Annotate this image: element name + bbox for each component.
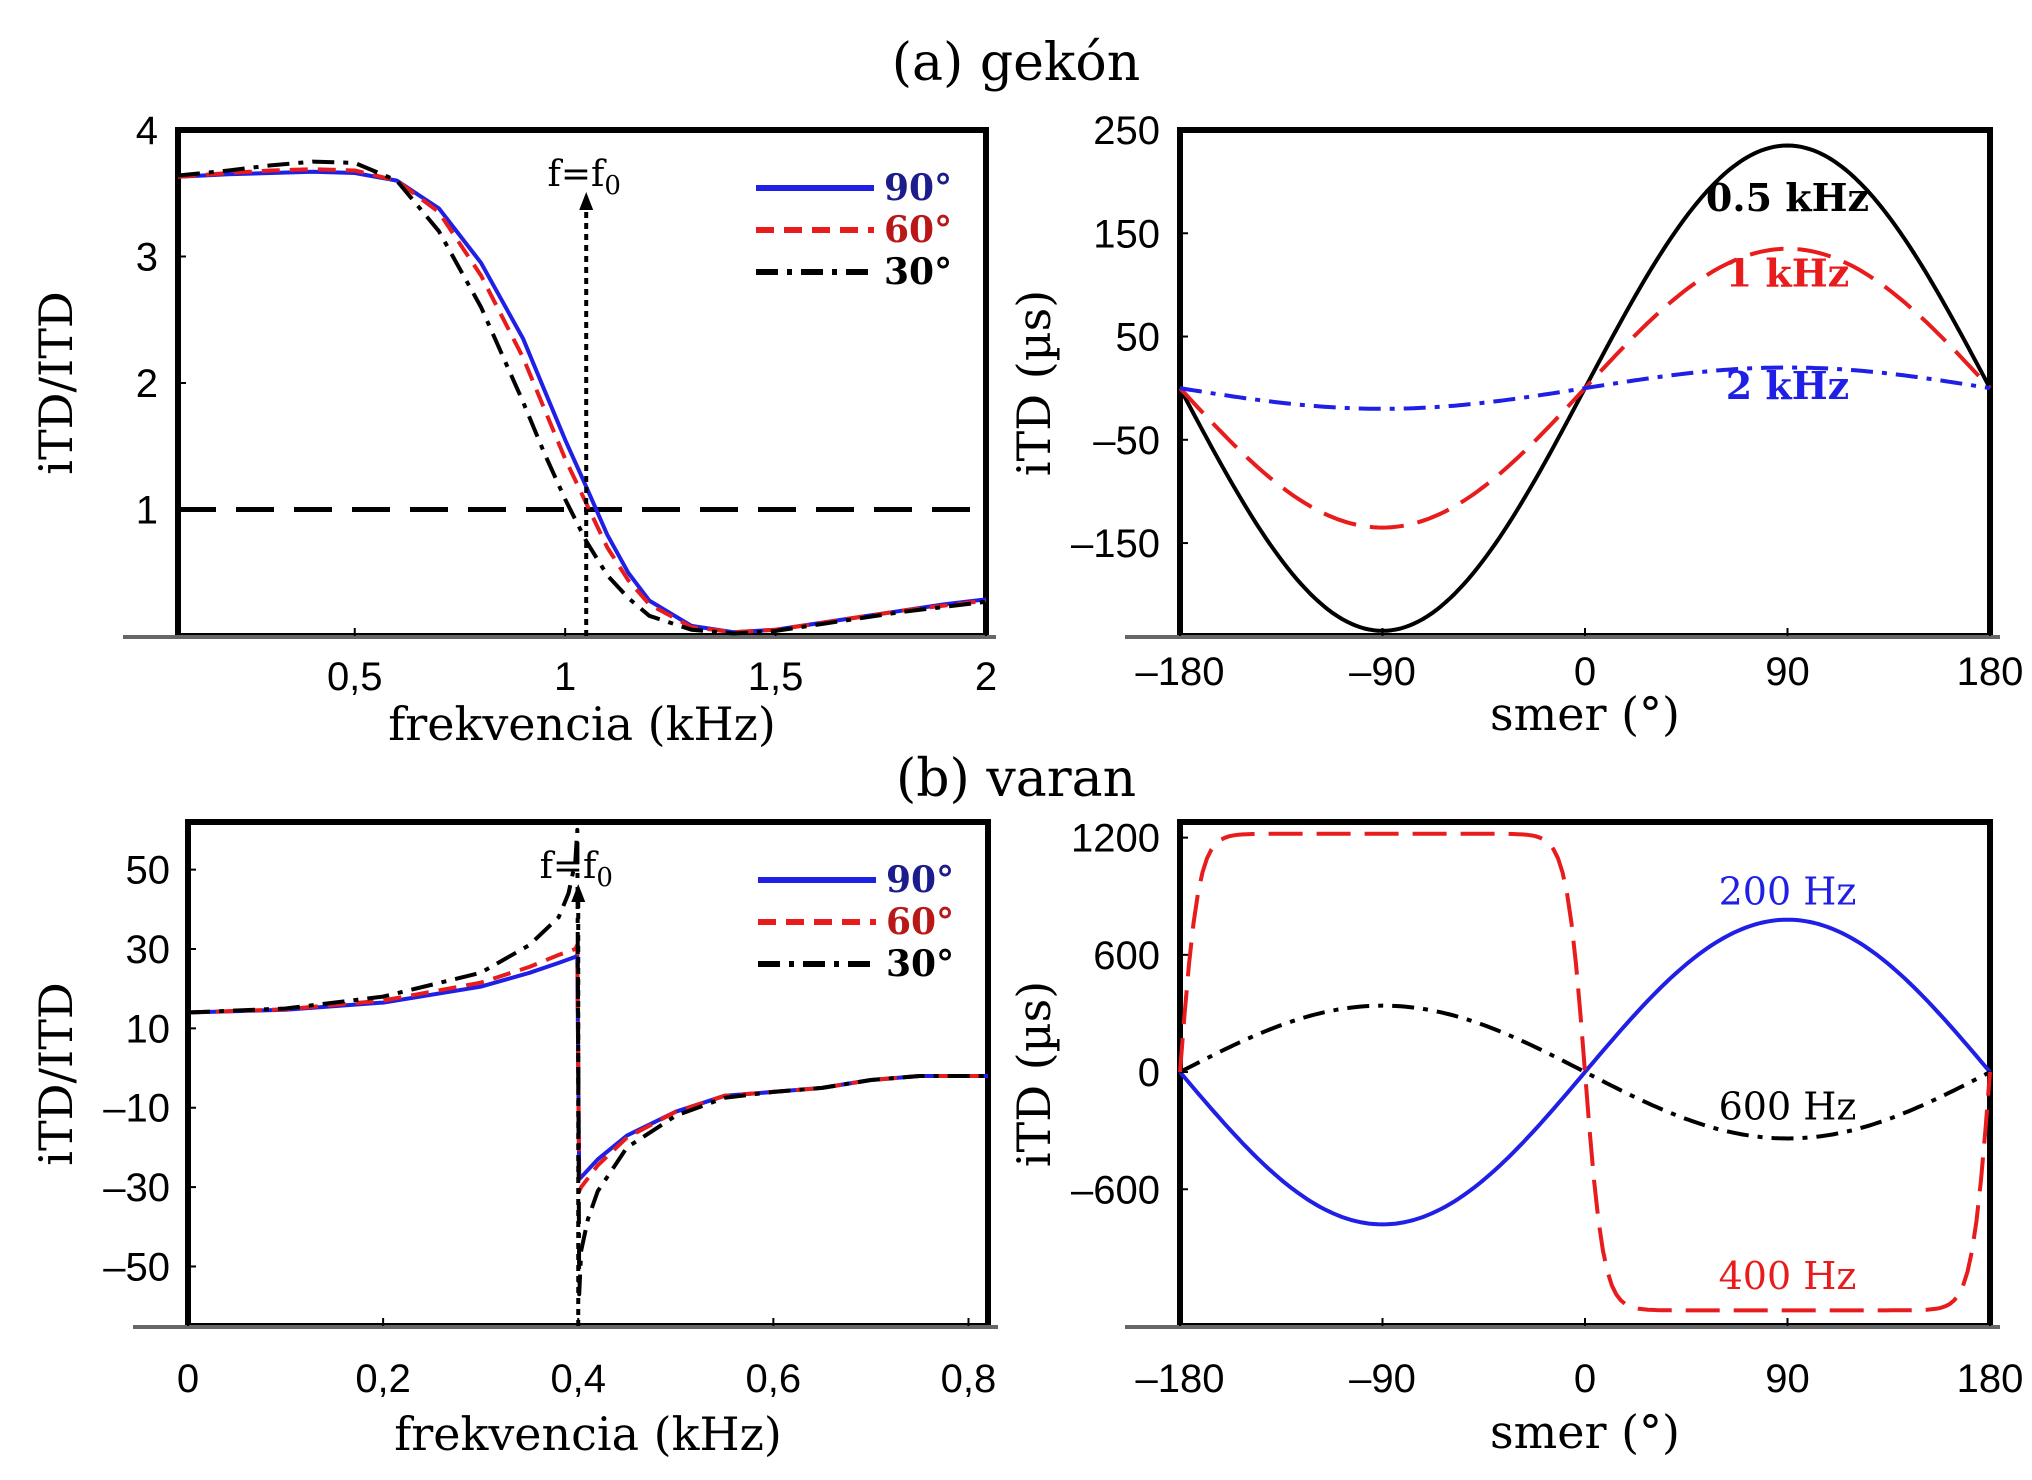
y-tick-label: 1 bbox=[136, 489, 158, 533]
x-tick-label: 0,4 bbox=[550, 1357, 606, 1401]
series-line-400Hz bbox=[1178, 831, 1992, 1313]
legend-label: 90° bbox=[886, 859, 954, 901]
chart-panel-a-right: –180 –90 0 90 180 250 150 50 –50 –150 smer (°) iTD … bbox=[1007, 109, 2023, 741]
y-tick-label: 2 bbox=[136, 362, 158, 406]
section-title-b: (b) varan bbox=[896, 749, 1136, 809]
y-axis-label: iTD (µs) bbox=[1007, 290, 1061, 476]
x-axis-label: smer (°) bbox=[1490, 687, 1680, 741]
x-tick-label: 0 bbox=[177, 1357, 199, 1401]
x-tick-label: 0,6 bbox=[746, 1357, 802, 1401]
legend-label: 60° bbox=[886, 901, 954, 943]
series-label: 200 Hz bbox=[1719, 869, 1857, 913]
marker-label-main: f=f bbox=[548, 154, 607, 195]
series-label: 2 kHz bbox=[1726, 363, 1849, 408]
x-tick-label: 180 bbox=[1957, 650, 2024, 694]
series-line-30 bbox=[177, 159, 987, 636]
y-tick-label: 50 bbox=[126, 849, 171, 893]
x-tick-label: 0 bbox=[1574, 650, 1596, 694]
series-label: 400 Hz bbox=[1719, 1254, 1857, 1298]
x-axis-label: frekvencia (kHz) bbox=[394, 1407, 782, 1461]
x-tick-label: 0,2 bbox=[355, 1357, 411, 1401]
y-axis-label: iTD/ITD bbox=[29, 291, 83, 475]
y-tick-label: 250 bbox=[1093, 109, 1160, 153]
y-tick-label: 150 bbox=[1093, 212, 1160, 256]
x-axis-label: frekvencia (kHz) bbox=[388, 697, 776, 751]
chart-panel-b-right: –180 –90 0 90 180 1200 600 0 –600 smer (°) iTD (µs… bbox=[1007, 817, 2023, 1459]
y-tick-label: –150 bbox=[1071, 522, 1160, 566]
marker-arrow bbox=[579, 192, 594, 210]
marker-label-main: f=f bbox=[540, 846, 599, 887]
x-tick-label: –180 bbox=[1136, 650, 1225, 694]
x-tick-label: 1,5 bbox=[748, 655, 804, 699]
marker-label: f=f0 bbox=[548, 154, 621, 201]
x-axis-label: smer (°) bbox=[1490, 1405, 1680, 1459]
legend-label: 90° bbox=[884, 167, 952, 209]
series-line-60 bbox=[187, 943, 988, 1194]
y-tick-label: –600 bbox=[1071, 1168, 1160, 1212]
y-tick-label: 10 bbox=[126, 1007, 171, 1051]
x-tick-label: 0,5 bbox=[327, 655, 383, 699]
x-tick-label: 2 bbox=[975, 655, 997, 699]
marker-label-sub: 0 bbox=[596, 863, 613, 893]
x-tick-label: 0 bbox=[1574, 1357, 1596, 1401]
series-line-90 bbox=[177, 169, 987, 635]
y-tick-label: –50 bbox=[1093, 419, 1160, 463]
section-title-a: (a) gekón bbox=[892, 33, 1140, 93]
legend-label: 30° bbox=[886, 943, 954, 985]
x-tick-label: 180 bbox=[1957, 1357, 2024, 1401]
marker-label: f=f0 bbox=[540, 846, 613, 893]
y-tick-label: 50 bbox=[1116, 316, 1161, 360]
series-label: 1 kHz bbox=[1726, 251, 1849, 296]
y-tick-label: 4 bbox=[136, 109, 158, 153]
x-tick-label: 90 bbox=[1765, 650, 1810, 694]
chart-panel-b-left: 0 0,2 0,4 0,6 0,8 50 30 10 –10 –30 –50 frekvencia (… bbox=[29, 819, 998, 1461]
series-line-60 bbox=[177, 167, 987, 635]
x-tick-label: 0,8 bbox=[941, 1357, 997, 1401]
legend-label: 30° bbox=[884, 251, 952, 293]
x-tick-label: 90 bbox=[1765, 1357, 1810, 1401]
x-tick-label: 1 bbox=[554, 655, 576, 699]
legend-label: 60° bbox=[884, 209, 952, 251]
series-line-600Hz bbox=[1179, 1003, 1991, 1141]
series-line-90 bbox=[187, 952, 988, 1182]
plot-frame bbox=[185, 819, 991, 1329]
y-tick-label: –50 bbox=[103, 1245, 170, 1289]
series-line-2kHz bbox=[1179, 365, 1991, 411]
series-label: 600 Hz bbox=[1719, 1084, 1857, 1128]
series-line-30 bbox=[187, 827, 988, 1297]
y-tick-label: 600 bbox=[1093, 934, 1160, 978]
series-line-200Hz bbox=[1178, 917, 1992, 1227]
y-tick-label: 30 bbox=[126, 928, 171, 972]
chart-panel-a-left: 0,5 1 1,5 2 1 2 3 4 frekvencia (kHz) iTD/ITD f=f0 9… bbox=[29, 109, 997, 751]
x-tick-label: –90 bbox=[1349, 1357, 1416, 1401]
y-axis-label: iTD/ITD bbox=[29, 982, 83, 1166]
y-tick-label: 0 bbox=[1138, 1051, 1160, 1095]
x-tick-label: –90 bbox=[1349, 650, 1416, 694]
y-tick-label: –30 bbox=[103, 1166, 170, 1210]
marker-arrow bbox=[571, 884, 586, 902]
y-axis-label: iTD (µs) bbox=[1007, 981, 1061, 1167]
marker-label-sub: 0 bbox=[604, 171, 621, 201]
series-label: 0.5 kHz bbox=[1706, 175, 1869, 220]
y-tick-label: –10 bbox=[103, 1087, 170, 1131]
y-tick-label: 1200 bbox=[1071, 817, 1160, 861]
y-tick-label: 3 bbox=[136, 236, 158, 280]
x-tick-label: –180 bbox=[1136, 1357, 1225, 1401]
